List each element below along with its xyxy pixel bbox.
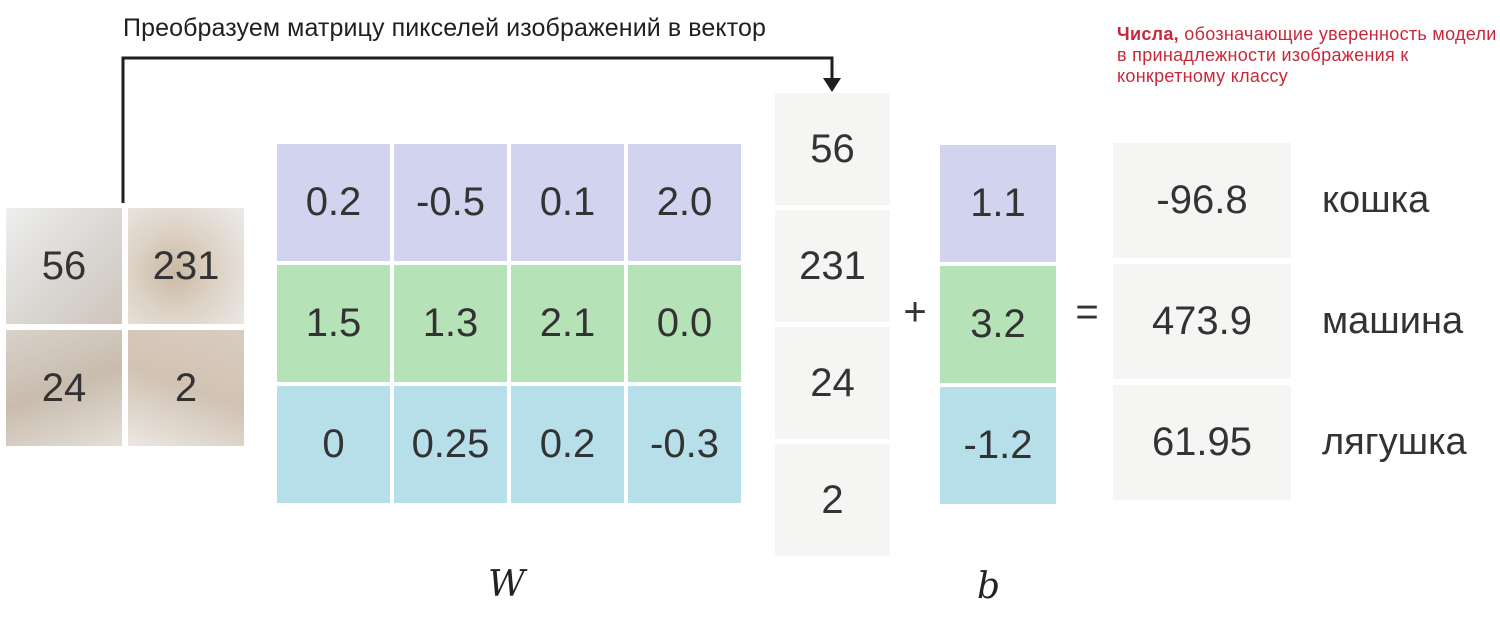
score-cell: 61.95 (1113, 385, 1291, 500)
plus-sign: + (903, 290, 927, 334)
weight-cell: 0.0 (628, 265, 741, 382)
weight-cell: -0.3 (628, 386, 741, 503)
weight-cell: 2.0 (628, 144, 741, 261)
score-cell: -96.8 (1113, 143, 1291, 258)
weight-matrix: 0.2 -0.5 0.1 2.0 1.5 1.3 2.1 0.0 0 0.25 … (277, 144, 741, 504)
score-vector: -96.8 473.9 61.95 (1113, 143, 1291, 501)
input-vector: 56 231 24 2 (775, 93, 890, 556)
confidence-note-bold: Числа, (1117, 24, 1179, 44)
pixel-cell: 231 (128, 208, 244, 324)
weight-cell: 1.3 (394, 265, 507, 382)
input-vector-cell: 2 (775, 444, 890, 556)
weight-cell: 0.2 (277, 144, 390, 261)
pixel-cell: 24 (6, 330, 122, 446)
equals-sign: = (1075, 290, 1099, 334)
input-vector-cell: 56 (775, 93, 890, 205)
input-vector-cell: 24 (775, 327, 890, 439)
pixel-cell: 2 (128, 330, 244, 446)
class-label: кошка (1322, 179, 1430, 221)
weight-cell: 0.25 (394, 386, 507, 503)
weight-cell: -0.5 (394, 144, 507, 261)
image-pixel-grid: 56 231 24 2 (6, 208, 244, 446)
weight-cell: 0 (277, 386, 390, 503)
weight-cell: 1.5 (277, 265, 390, 382)
input-vector-cell: 231 (775, 210, 890, 322)
class-labels: кошка машина лягушка (1322, 143, 1500, 501)
pixel-cell: 56 (6, 208, 122, 324)
weight-cell: 2.1 (511, 265, 624, 382)
bias-cell: -1.2 (940, 387, 1056, 504)
confidence-note-text: обозначающие уверенность модели в принад… (1117, 24, 1497, 86)
weight-matrix-symbol: W (488, 564, 526, 605)
weight-cell: 0.1 (511, 144, 624, 261)
class-label: машина (1322, 300, 1464, 342)
weight-cell: 0.2 (511, 386, 624, 503)
bias-cell: 3.2 (940, 266, 1056, 383)
flatten-caption: Преобразуем матрицу пикселей изображений… (123, 14, 766, 42)
confidence-note: Числа, обозначающие уверенность модели в… (1117, 24, 1500, 87)
bias-cell: 1.1 (940, 145, 1056, 262)
score-cell: 473.9 (1113, 264, 1291, 379)
class-label: лягушка (1322, 421, 1467, 463)
bias-vector: 1.1 3.2 -1.2 (940, 145, 1056, 504)
bias-vector-symbol: b (977, 566, 1001, 607)
